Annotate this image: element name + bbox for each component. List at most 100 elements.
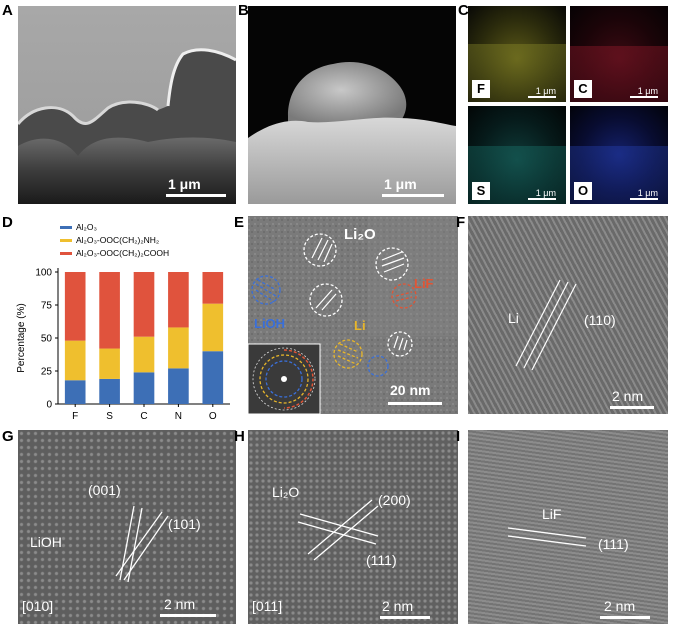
y-axis-label: Percentage (%) bbox=[16, 303, 27, 372]
label-lioh: LiOH bbox=[254, 316, 286, 331]
eds-scale-label: 1 μm bbox=[637, 188, 658, 198]
li-domain bbox=[333, 339, 363, 369]
eds-element-label: C bbox=[574, 80, 592, 98]
x-tick-label: S bbox=[106, 411, 113, 422]
label-phase-lioh: LiOH bbox=[30, 534, 62, 550]
panel-e-hrtem-image: Li₂O LiF LiOH Li 20 nm bbox=[248, 216, 458, 414]
panel-h-scale-label: 2 nm bbox=[382, 598, 414, 614]
panel-a-tem-image: 1 μm bbox=[18, 6, 236, 204]
eds-scale-bar bbox=[630, 198, 658, 200]
legend-swatch bbox=[60, 226, 72, 229]
bar-segment bbox=[99, 272, 120, 349]
bar-segment bbox=[202, 351, 224, 404]
panel-b-stem-image: 1 μm bbox=[248, 6, 456, 204]
bar-segment bbox=[168, 368, 189, 404]
panel-g-scale-label: 2 nm bbox=[164, 596, 196, 612]
bar-segment bbox=[64, 272, 86, 341]
eds-element-label: F bbox=[472, 80, 490, 98]
label-phase-li2o: Li₂O bbox=[272, 484, 300, 500]
panel-e-svg bbox=[248, 216, 458, 414]
eds-scale-label: 1 μm bbox=[535, 188, 556, 198]
eds-scale-label: 1 μm bbox=[535, 86, 556, 96]
eds-scale-bar bbox=[528, 96, 556, 98]
panel-e-letter: E bbox=[234, 214, 245, 231]
panel-g-hrtem-image: (001) (101) LiOH [010] 2 nm bbox=[18, 430, 236, 624]
label-plane-111: (111) bbox=[598, 536, 629, 552]
panel-h-scale-bar bbox=[380, 616, 430, 619]
panel-g-svg bbox=[115, 505, 216, 617]
x-tick-label: F bbox=[72, 411, 78, 422]
lioh-domain bbox=[251, 275, 389, 377]
panel-g-letter: G bbox=[2, 428, 14, 445]
label-zone-axis: [010] bbox=[22, 598, 54, 614]
li2o-domain-circle bbox=[375, 247, 409, 281]
panel-d-chart-container: 0 25 50 75 100 Percentage (%) F S C N O Al₂O₃ Al₂O₃-… bbox=[10, 216, 240, 428]
eds-element-label: S bbox=[472, 182, 490, 200]
panel-h-hrtem-image: Li₂O (200) (111) [011] 2 nm bbox=[248, 430, 458, 624]
li2o-domain-circle bbox=[387, 331, 413, 357]
y-tick-label: 75 bbox=[41, 301, 53, 312]
label-plane-200: (200) bbox=[378, 492, 411, 508]
eds-scale-label: 1 μm bbox=[637, 86, 658, 96]
panel-d-letter: D bbox=[2, 214, 13, 231]
panel-b-scale-label: 1 μm bbox=[384, 176, 417, 192]
label-li: Li bbox=[354, 318, 366, 333]
panel-c-letter: C bbox=[458, 2, 469, 19]
x-tick-label: N bbox=[175, 411, 182, 422]
panel-f-scale-bar bbox=[610, 406, 654, 409]
label-plane-111: (111) bbox=[366, 552, 397, 568]
label-li: Li bbox=[508, 310, 519, 326]
eds-map-f: F 1 μm bbox=[468, 6, 566, 102]
panel-a-scale-label: 1 μm bbox=[168, 176, 201, 192]
bar-segment bbox=[202, 272, 224, 304]
panel-i-svg bbox=[507, 527, 650, 619]
stacked-bar-chart: 0 25 50 75 100 Percentage (%) F S C N O Al₂O₃ Al₂O₃-… bbox=[16, 222, 230, 422]
lif-domain bbox=[391, 283, 417, 309]
bar-segment bbox=[202, 303, 224, 352]
panel-a-letter: A bbox=[2, 2, 13, 19]
y-tick-label: 0 bbox=[46, 400, 52, 411]
panel-a-svg bbox=[18, 6, 236, 204]
panel-i-letter: I bbox=[456, 428, 461, 445]
li2o-domain-circle bbox=[303, 233, 337, 267]
panel-g-scale-bar bbox=[160, 614, 216, 617]
eds-scale-bar bbox=[630, 96, 658, 98]
fft-inset bbox=[248, 343, 321, 414]
panel-b-scale-bar bbox=[382, 194, 444, 197]
bar-segment bbox=[133, 272, 155, 337]
bar-segment bbox=[133, 336, 155, 373]
legend-label: Al₂O₃ bbox=[76, 222, 97, 232]
panel-i-scale-label: 2 nm bbox=[604, 598, 636, 614]
panel-h-svg bbox=[297, 499, 430, 619]
legend-swatch bbox=[60, 239, 72, 242]
panel-i-scale-bar bbox=[600, 616, 650, 619]
x-tick-label: C bbox=[140, 411, 147, 422]
bar-segment bbox=[133, 372, 155, 404]
panel-e-scale-label: 20 nm bbox=[390, 382, 431, 398]
panel-h-letter: H bbox=[234, 428, 245, 445]
panel-f-scale-label: 2 nm bbox=[612, 388, 644, 404]
y-tick-label: 25 bbox=[41, 367, 53, 378]
y-tick-label: 100 bbox=[35, 268, 52, 279]
label-plane-001: (001) bbox=[88, 482, 121, 498]
bar-segment bbox=[64, 380, 86, 404]
panel-f-hrtem-image: Li (110) 2 nm bbox=[468, 216, 668, 414]
label-plane-110: (110) bbox=[584, 312, 616, 328]
panel-a-scale-bar bbox=[166, 194, 226, 197]
eds-element-label: O bbox=[574, 182, 592, 200]
panel-f-letter: F bbox=[456, 214, 466, 231]
legend-label: Al₂O₃-OOC(CH₂)₂NH₂ bbox=[76, 235, 159, 245]
label-plane-101: (101) bbox=[168, 516, 201, 532]
panel-b-svg bbox=[248, 6, 456, 204]
label-zone-axis: [011] bbox=[252, 598, 283, 614]
panel-e-scale-bar bbox=[388, 402, 442, 405]
x-tick-label: O bbox=[209, 411, 217, 422]
bar-segment bbox=[99, 378, 120, 404]
label-phase-lif: LiF bbox=[542, 506, 562, 522]
panel-i-hrtem-image: LiF (111) 2 nm bbox=[468, 430, 668, 624]
y-tick-label: 50 bbox=[41, 334, 53, 345]
eds-map-o: O 1 μm bbox=[570, 106, 668, 204]
label-li2o: Li₂O bbox=[344, 226, 376, 243]
eds-map-s: S 1 μm bbox=[468, 106, 566, 204]
panel-b-letter: B bbox=[238, 2, 249, 19]
